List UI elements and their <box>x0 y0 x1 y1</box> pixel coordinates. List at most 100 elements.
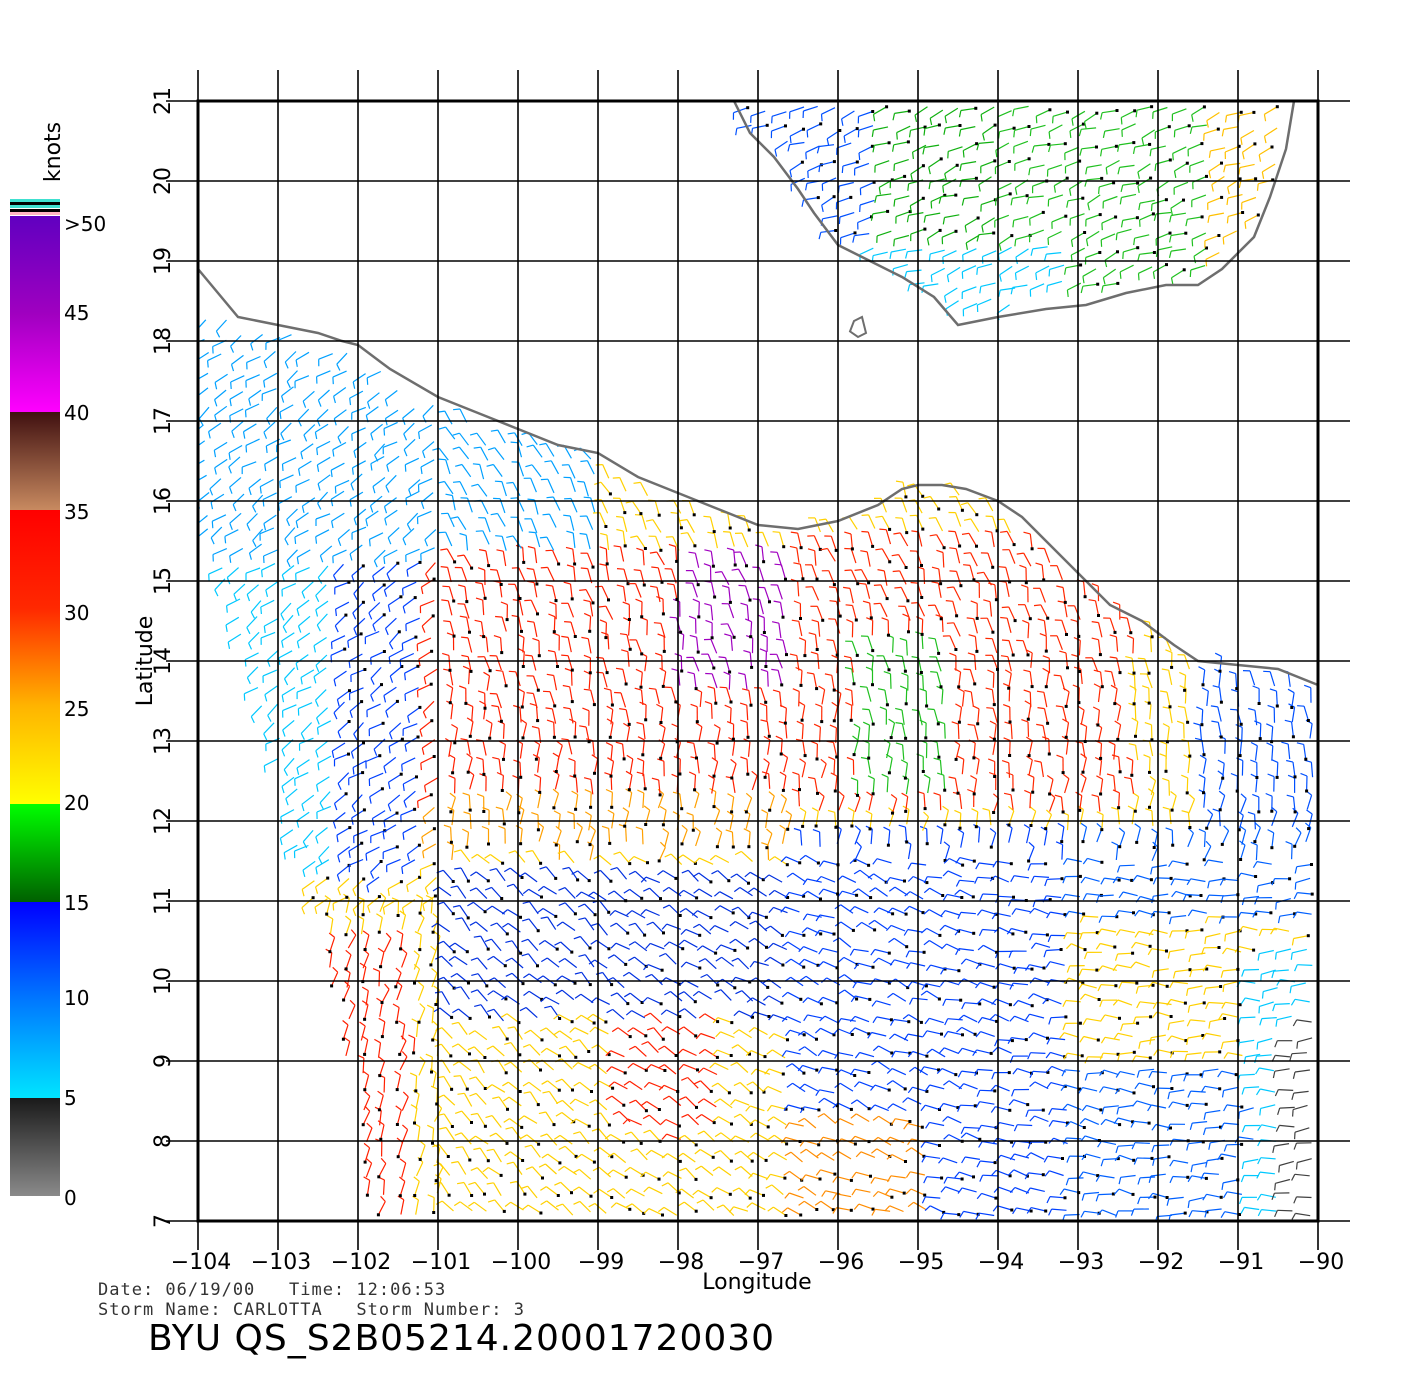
wind-barb <box>919 1066 941 1074</box>
wind-barb <box>573 935 592 950</box>
wind-barb <box>815 875 836 883</box>
wind-barb <box>853 1081 874 1088</box>
wind-barb <box>926 228 942 246</box>
wind-barb <box>401 948 408 968</box>
wind-barb <box>1189 967 1209 978</box>
wind-barb <box>726 721 735 741</box>
wind-barb <box>554 1181 573 1195</box>
wind-barb <box>1046 280 1063 293</box>
wind-barb <box>279 829 294 846</box>
wind-barb <box>862 739 871 760</box>
wind-barb <box>643 1186 663 1195</box>
wind-barb <box>1055 841 1064 860</box>
wind-barb <box>832 1193 852 1201</box>
wind-barb <box>780 906 800 913</box>
wind-barb <box>768 889 790 899</box>
colorbar-label: >50 <box>64 212 106 236</box>
wind-barb <box>1097 1209 1117 1216</box>
wind-barb <box>1002 549 1016 564</box>
wind-barb <box>1277 1106 1295 1115</box>
wind-barb <box>1116 864 1135 873</box>
wind-barb <box>801 890 822 901</box>
wind-barb <box>819 1015 839 1024</box>
wind-barb <box>919 719 928 740</box>
wind-barb <box>1153 211 1172 221</box>
wind-barb <box>692 789 700 809</box>
wind-barb <box>1281 741 1291 760</box>
wind-barb <box>1152 1011 1173 1019</box>
wind-barb <box>1000 616 1012 633</box>
wind-barb <box>849 1135 871 1144</box>
wind-barb <box>448 775 456 794</box>
x-tick-label: −92 <box>1138 1250 1184 1275</box>
wind-barb <box>302 390 315 408</box>
wind-barb <box>780 793 787 814</box>
wind-barb <box>836 1018 856 1025</box>
wind-barb <box>564 621 577 638</box>
wind-barb <box>212 548 228 562</box>
wind-barb <box>1188 1210 1209 1218</box>
wind-barb <box>959 1210 980 1218</box>
wind-barb <box>688 771 697 792</box>
wind-barb <box>198 424 204 431</box>
wind-barb <box>421 827 436 844</box>
wind-barb <box>1223 1052 1243 1059</box>
wind-barb <box>555 1203 574 1216</box>
wind-barb <box>1257 949 1274 961</box>
wind-barb <box>1267 829 1275 850</box>
wind-barb <box>1071 654 1081 673</box>
wind-barb <box>907 862 927 870</box>
wind-barb <box>404 457 420 472</box>
wind-barb <box>1221 1178 1240 1190</box>
wind-barb <box>577 903 597 917</box>
wind-barb <box>518 1115 538 1124</box>
wind-barb <box>786 872 806 882</box>
wind-barb <box>957 755 965 775</box>
wind-barb <box>623 722 631 742</box>
wind-barb <box>622 971 642 982</box>
wind-barb <box>351 460 366 475</box>
wind-barb <box>877 688 889 707</box>
wind-barb <box>526 444 543 458</box>
wind-barb <box>1258 928 1277 937</box>
wind-barb <box>798 946 818 953</box>
wind-barb <box>751 770 758 791</box>
wind-barb <box>645 973 663 986</box>
wind-barb <box>627 1062 648 1072</box>
wind-barb <box>476 793 486 813</box>
wind-barb <box>740 756 750 776</box>
wind-barb <box>436 869 455 883</box>
wind-barb <box>1027 773 1035 794</box>
wind-barb <box>1254 720 1262 741</box>
wind-barb <box>333 792 348 811</box>
wind-barb <box>961 265 977 279</box>
wind-barb <box>832 937 852 948</box>
wind-barb <box>318 846 330 865</box>
wind-barb <box>478 517 491 533</box>
wind-barb <box>980 106 995 122</box>
wind-barb <box>386 858 401 873</box>
wind-barb <box>940 1186 960 1193</box>
wind-barb <box>401 859 416 874</box>
wind-barb <box>540 957 560 968</box>
wind-barb <box>928 517 944 532</box>
wind-barb <box>517 688 525 709</box>
wind-barb <box>733 886 753 897</box>
wind-barb <box>896 125 911 140</box>
wind-barb <box>601 631 610 650</box>
wind-barb <box>377 1074 386 1093</box>
wind-barb <box>704 549 715 568</box>
wind-barb <box>1055 705 1067 722</box>
wind-barb <box>942 1116 962 1124</box>
wind-barb <box>860 635 875 653</box>
wind-barb <box>383 497 397 514</box>
wind-barb <box>1025 1152 1045 1160</box>
wind-barb <box>678 1008 697 1019</box>
wind-barb <box>433 1163 451 1176</box>
wind-barb <box>883 671 892 689</box>
wind-barb <box>715 1031 735 1039</box>
wind-barb <box>470 989 488 1002</box>
wind-barb <box>694 1165 714 1176</box>
wind-barb <box>1168 915 1187 925</box>
wind-barb <box>806 122 823 138</box>
